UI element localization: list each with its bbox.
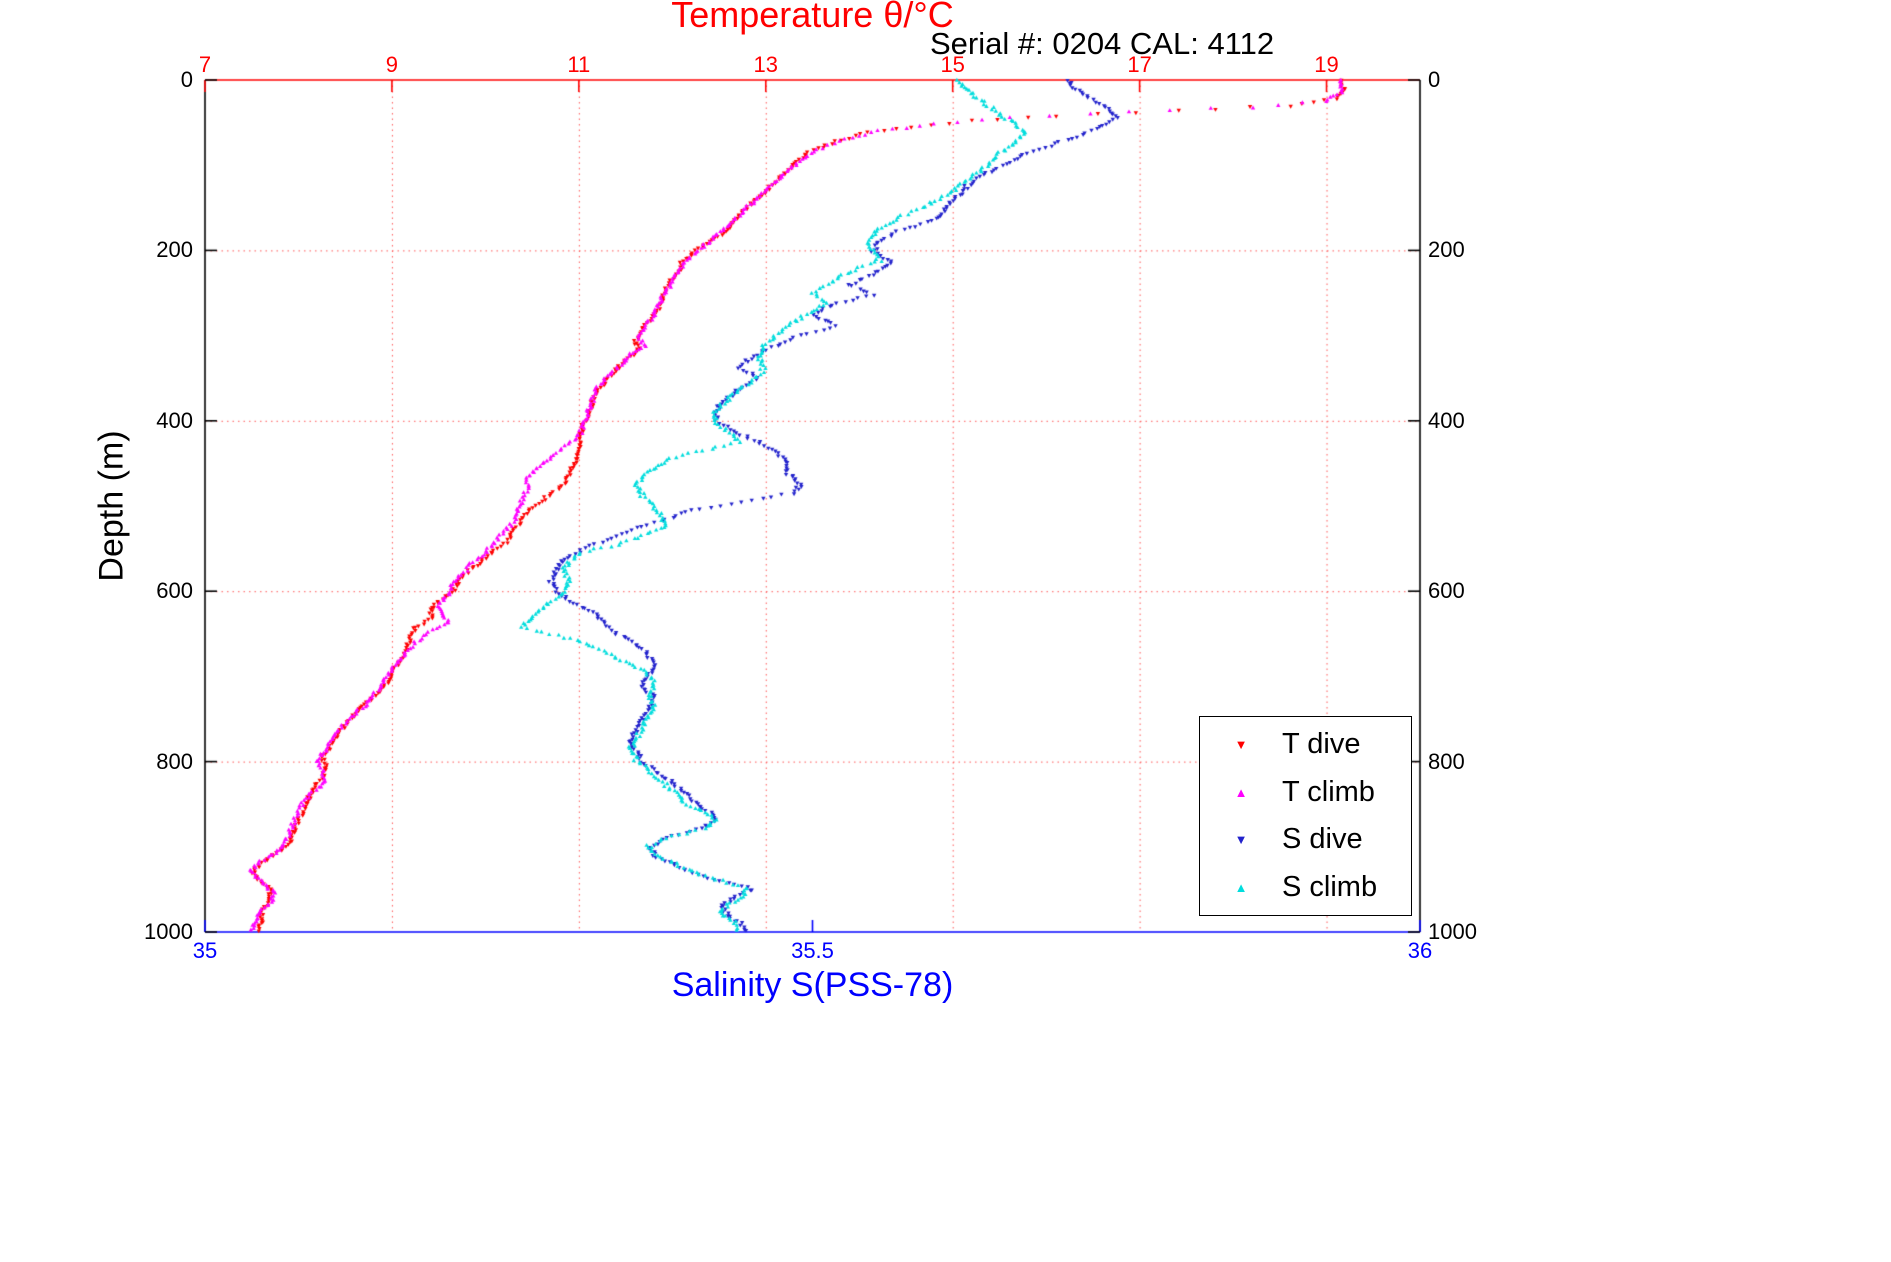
legend-label: S climb <box>1282 870 1378 903</box>
legend: ▼ T dive ▲ T climb ▼ S dive ▲ S climb <box>1199 716 1412 916</box>
depth-tick-label-left: 1000 <box>144 919 193 944</box>
temperature-tick-label: 15 <box>940 52 965 77</box>
legend-marker-icon: ▼ <box>1234 737 1248 753</box>
temperature-tick-label: 11 <box>567 52 591 77</box>
depth-tick-label-right: 400 <box>1428 407 1465 433</box>
salinity-tick-label: 35.5 <box>791 938 834 963</box>
salinity-axis-label: Salinity S(PSS-78) <box>671 966 954 1004</box>
depth-tick-label-right: 800 <box>1428 748 1465 774</box>
depth-tick-label-left: 400 <box>156 407 193 433</box>
depth-tick-label-left: 800 <box>156 748 193 774</box>
depth-tick-label-right: 1000 <box>1428 919 1477 944</box>
temperature-tick-label: 13 <box>753 52 778 77</box>
temperature-tick-label: 19 <box>1314 52 1339 77</box>
depth-tick-label-left: 600 <box>156 578 193 604</box>
legend-label: T climb <box>1282 775 1375 808</box>
legend-label: T dive <box>1282 728 1361 761</box>
legend-entry-t-climb: ▲ T climb <box>1200 776 1411 809</box>
depth-tick-label-left: 200 <box>156 237 193 263</box>
temperature-tick-label: 17 <box>1127 52 1152 77</box>
salinity-tick-label: 35 <box>192 938 218 963</box>
depth-tick-label-right: 600 <box>1428 578 1465 604</box>
legend-marker-icon: ▲ <box>1234 784 1248 800</box>
serial-caption: Serial #: 0204 CAL: 4112 <box>930 26 1275 61</box>
salinity-tick-label: 36 <box>1407 938 1433 963</box>
chart-title: Temperature θ/°C <box>671 0 954 35</box>
legend-entry-s-dive: ▼ S dive <box>1200 823 1411 856</box>
legend-marker-icon: ▲ <box>1234 879 1248 895</box>
legend-marker-icon: ▼ <box>1234 832 1248 848</box>
depth-tick-label-left: 0 <box>180 67 193 92</box>
depth-axis-label: Depth (m) <box>92 430 131 582</box>
legend-entry-t-dive: ▼ T dive <box>1200 728 1411 761</box>
temperature-tick-label: 9 <box>385 52 399 77</box>
temperature-tick-label: 7 <box>198 52 212 77</box>
legend-label: S dive <box>1282 823 1363 856</box>
depth-tick-label-right: 0 <box>1428 67 1441 92</box>
depth-tick-label-right: 200 <box>1428 237 1465 263</box>
legend-entry-s-climb: ▲ S climb <box>1200 871 1411 904</box>
